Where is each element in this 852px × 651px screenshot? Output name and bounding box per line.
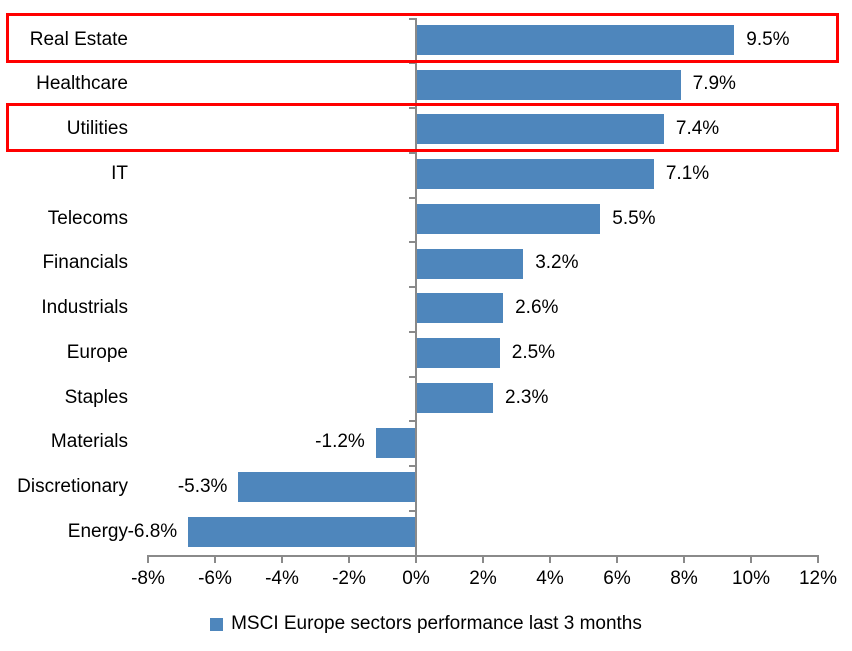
bar-materials: [375, 427, 416, 458]
category-label-europe: Europe: [66, 341, 128, 363]
bar-energy: [188, 517, 416, 548]
x-axis-tick: [817, 554, 819, 563]
value-label-it: 7.1%: [665, 162, 710, 184]
x-axis-tick: [147, 554, 149, 563]
category-label-discretionary: Discretionary: [17, 476, 128, 497]
category-label-materials: Materials: [50, 431, 128, 453]
x-axis-tick-label: -6%: [198, 567, 232, 589]
x-axis-tick-label: 2%: [469, 567, 497, 589]
category-label-financials: Financials: [42, 252, 128, 274]
x-axis-tick: [348, 554, 350, 563]
bar-financials: [416, 248, 524, 279]
x-axis-tick: [616, 554, 618, 563]
y-axis-tick: [409, 375, 416, 378]
value-label-healthcare: 7.9%: [692, 73, 736, 95]
category-label-industrials: Industrials: [41, 297, 128, 318]
category-label-it: IT: [111, 162, 128, 184]
x-axis-tick: [415, 554, 417, 563]
bar-healthcare: [416, 69, 681, 100]
y-axis-tick: [409, 196, 416, 199]
y-axis-tick: [409, 286, 416, 288]
x-axis-tick-label: 10%: [731, 567, 771, 589]
category-label-utilities: Utilities: [66, 118, 128, 139]
category-label-healthcare: Healthcare: [36, 73, 128, 95]
value-label-staples: 2.3%: [505, 386, 549, 408]
value-label-energy: -6.8%: [127, 520, 178, 542]
x-axis-tick-label: 6%: [603, 567, 631, 589]
value-label-utilities: 7.4%: [675, 118, 720, 139]
x-axis-tick-label: -8%: [131, 567, 165, 589]
x-axis-tick: [281, 554, 283, 563]
y-axis-line: [415, 17, 417, 555]
y-axis-tick: [409, 151, 416, 154]
bar-utilities: [416, 114, 664, 145]
x-axis-tick-label: -2%: [332, 567, 366, 589]
legend-label: MSCI Europe sectors performance last 3 m…: [231, 613, 642, 634]
category-label-energy: Energy: [67, 520, 128, 542]
category-label-real-estate: Real Estate: [29, 28, 128, 50]
bar-staples: [416, 382, 494, 413]
x-axis-tick: [549, 554, 551, 563]
value-label-discretionary: -5.3%: [177, 476, 228, 497]
y-axis-tick: [409, 465, 416, 467]
value-label-europe: 2.5%: [511, 341, 556, 363]
y-axis-tick: [409, 107, 416, 109]
y-axis-tick: [409, 509, 416, 512]
y-axis-tick: [409, 241, 416, 244]
y-axis-tick: [409, 17, 416, 20]
y-axis-tick: [409, 330, 416, 333]
category-label-telecoms: Telecoms: [47, 207, 128, 229]
value-label-materials: -1.2%: [315, 431, 365, 453]
x-axis-tick: [482, 554, 484, 563]
bar-europe: [416, 338, 500, 369]
category-label-staples: Staples: [64, 386, 128, 408]
bar-industrials: [416, 293, 504, 324]
x-axis-tick-label: 12%: [798, 567, 838, 589]
x-axis-tick-label: 8%: [670, 567, 698, 589]
bar-discretionary: [238, 472, 416, 503]
value-label-financials: 3.2%: [535, 252, 579, 274]
x-axis-tick-label: -4%: [265, 567, 299, 589]
y-axis-tick: [409, 62, 416, 65]
value-label-industrials: 2.6%: [515, 297, 559, 318]
y-axis-tick: [409, 420, 416, 423]
legend-marker-icon: [210, 617, 224, 631]
bar-real-estate: [416, 24, 735, 55]
x-axis-tick: [750, 554, 752, 563]
bar-telecoms: [416, 203, 601, 234]
x-axis-tick-label: 4%: [536, 567, 564, 589]
x-axis-tick: [683, 554, 685, 563]
value-label-real-estate: 9.5%: [746, 28, 790, 50]
x-axis-tick: [214, 554, 216, 563]
value-label-telecoms: 5.5%: [612, 207, 656, 229]
legend: MSCI Europe sectors performance last 3 m…: [0, 613, 852, 635]
bar-it: [416, 159, 654, 190]
x-axis-tick-label: 0%: [402, 567, 430, 589]
